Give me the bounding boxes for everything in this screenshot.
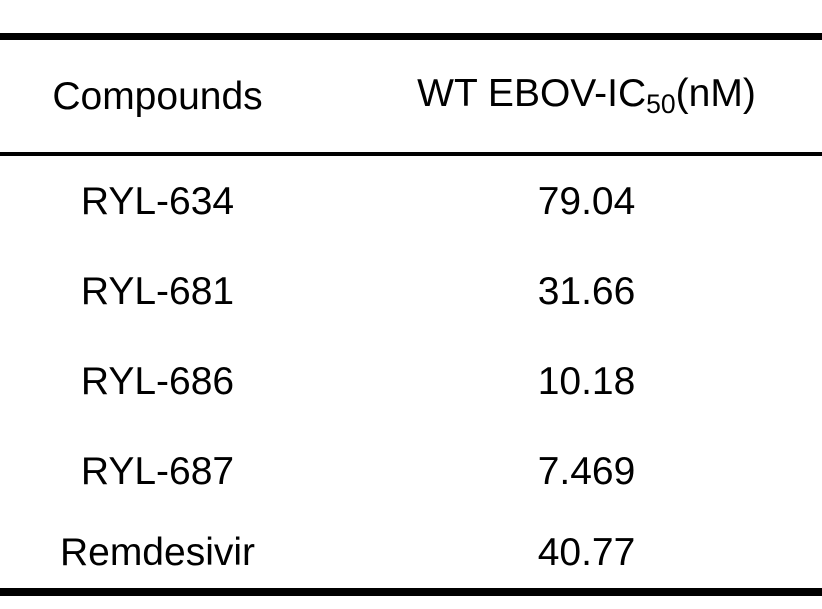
- ic50-header-suffix: (nM): [675, 72, 756, 116]
- table-row: RYL-687 7.469: [0, 426, 822, 516]
- compound-name: RYL-687: [80, 449, 235, 493]
- ic50-value: 7.469: [537, 449, 636, 493]
- ic50-results-table: Compounds WT EBOV-IC50(nM) RYL-634 79.04…: [0, 33, 822, 596]
- ic50-header-prefix: WT EBOV-IC: [417, 72, 647, 116]
- header-divider-rule: [0, 152, 822, 156]
- table-row: RYL-681 31.66: [0, 246, 822, 336]
- compound-name: RYL-681: [80, 269, 235, 313]
- table-bottom-rule: [0, 588, 822, 596]
- compound-name: Remdesivir: [59, 530, 256, 574]
- compound-name: RYL-634: [80, 179, 235, 223]
- ic50-value: 40.77: [537, 530, 636, 574]
- ic50-value: 31.66: [537, 269, 636, 313]
- ic50-subscript: 50: [646, 89, 676, 120]
- table-row: RYL-686 10.18: [0, 336, 822, 426]
- table-header-row: Compounds WT EBOV-IC50(nM): [0, 40, 822, 152]
- table-row: RYL-634 79.04: [0, 156, 822, 246]
- compound-name: RYL-686: [80, 359, 235, 403]
- column-header-compounds: Compounds: [52, 74, 263, 118]
- table-row: Remdesivir 40.77: [0, 516, 822, 588]
- column-header-ic50: WT EBOV-IC50(nM): [315, 74, 822, 118]
- ic50-value: 79.04: [537, 179, 636, 223]
- table-top-rule: [0, 33, 822, 40]
- ic50-value: 10.18: [537, 359, 636, 403]
